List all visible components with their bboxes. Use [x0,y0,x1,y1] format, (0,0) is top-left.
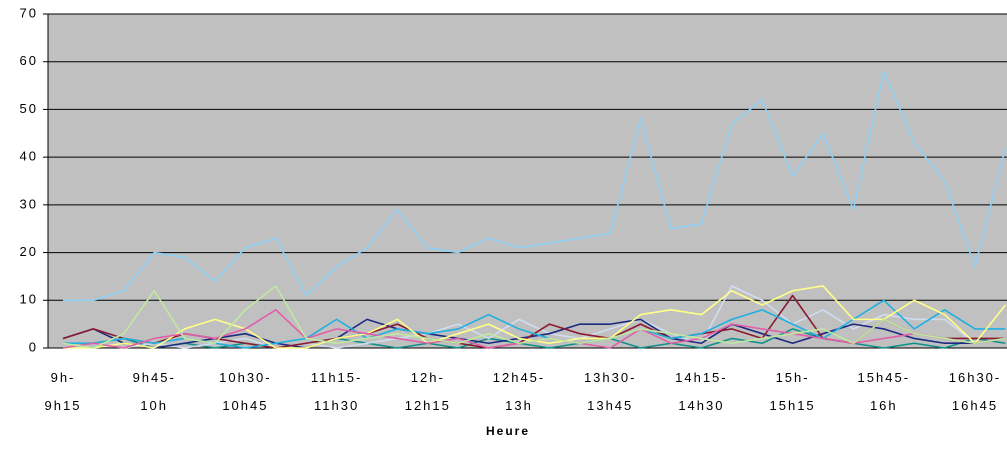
plot-area [48,14,1007,348]
y-tick-label: 30 [20,196,38,211]
series-line [62,285,1006,349]
series-line [63,299,1006,349]
x-tick-label: 13h30-13h45 [583,370,637,413]
y-tick-label: 20 [20,244,38,259]
x-tick-label: 11h15-11h30 [310,370,363,413]
y-tick-label: 10 [20,292,38,307]
y-tick-label: 50 [20,101,38,116]
x-tick-label: 16h30-16h45 [948,370,1002,413]
series-line [63,70,1007,302]
x-tick-label: 10h30-10h45 [219,370,272,413]
x-tick-label: 15h45-16h [857,370,911,413]
x-tick-label: 15h-15h15 [769,370,816,413]
x-tick-label: 9h-9h15 [44,370,82,413]
x-tick-label: 14h15-14h30 [675,370,728,413]
x-tick-label: 9h45-10h [132,370,176,413]
y-tick-label: 70 [20,5,38,20]
y-tick-label: 60 [20,53,38,68]
y-tick-label: 0 [29,339,38,354]
y-tick-label: 40 [20,149,38,164]
x-axis-title: Heure [486,424,531,438]
x-tick-label: 12h-12h15 [404,370,451,413]
x-tick-label: 12h45-13h [492,370,546,413]
